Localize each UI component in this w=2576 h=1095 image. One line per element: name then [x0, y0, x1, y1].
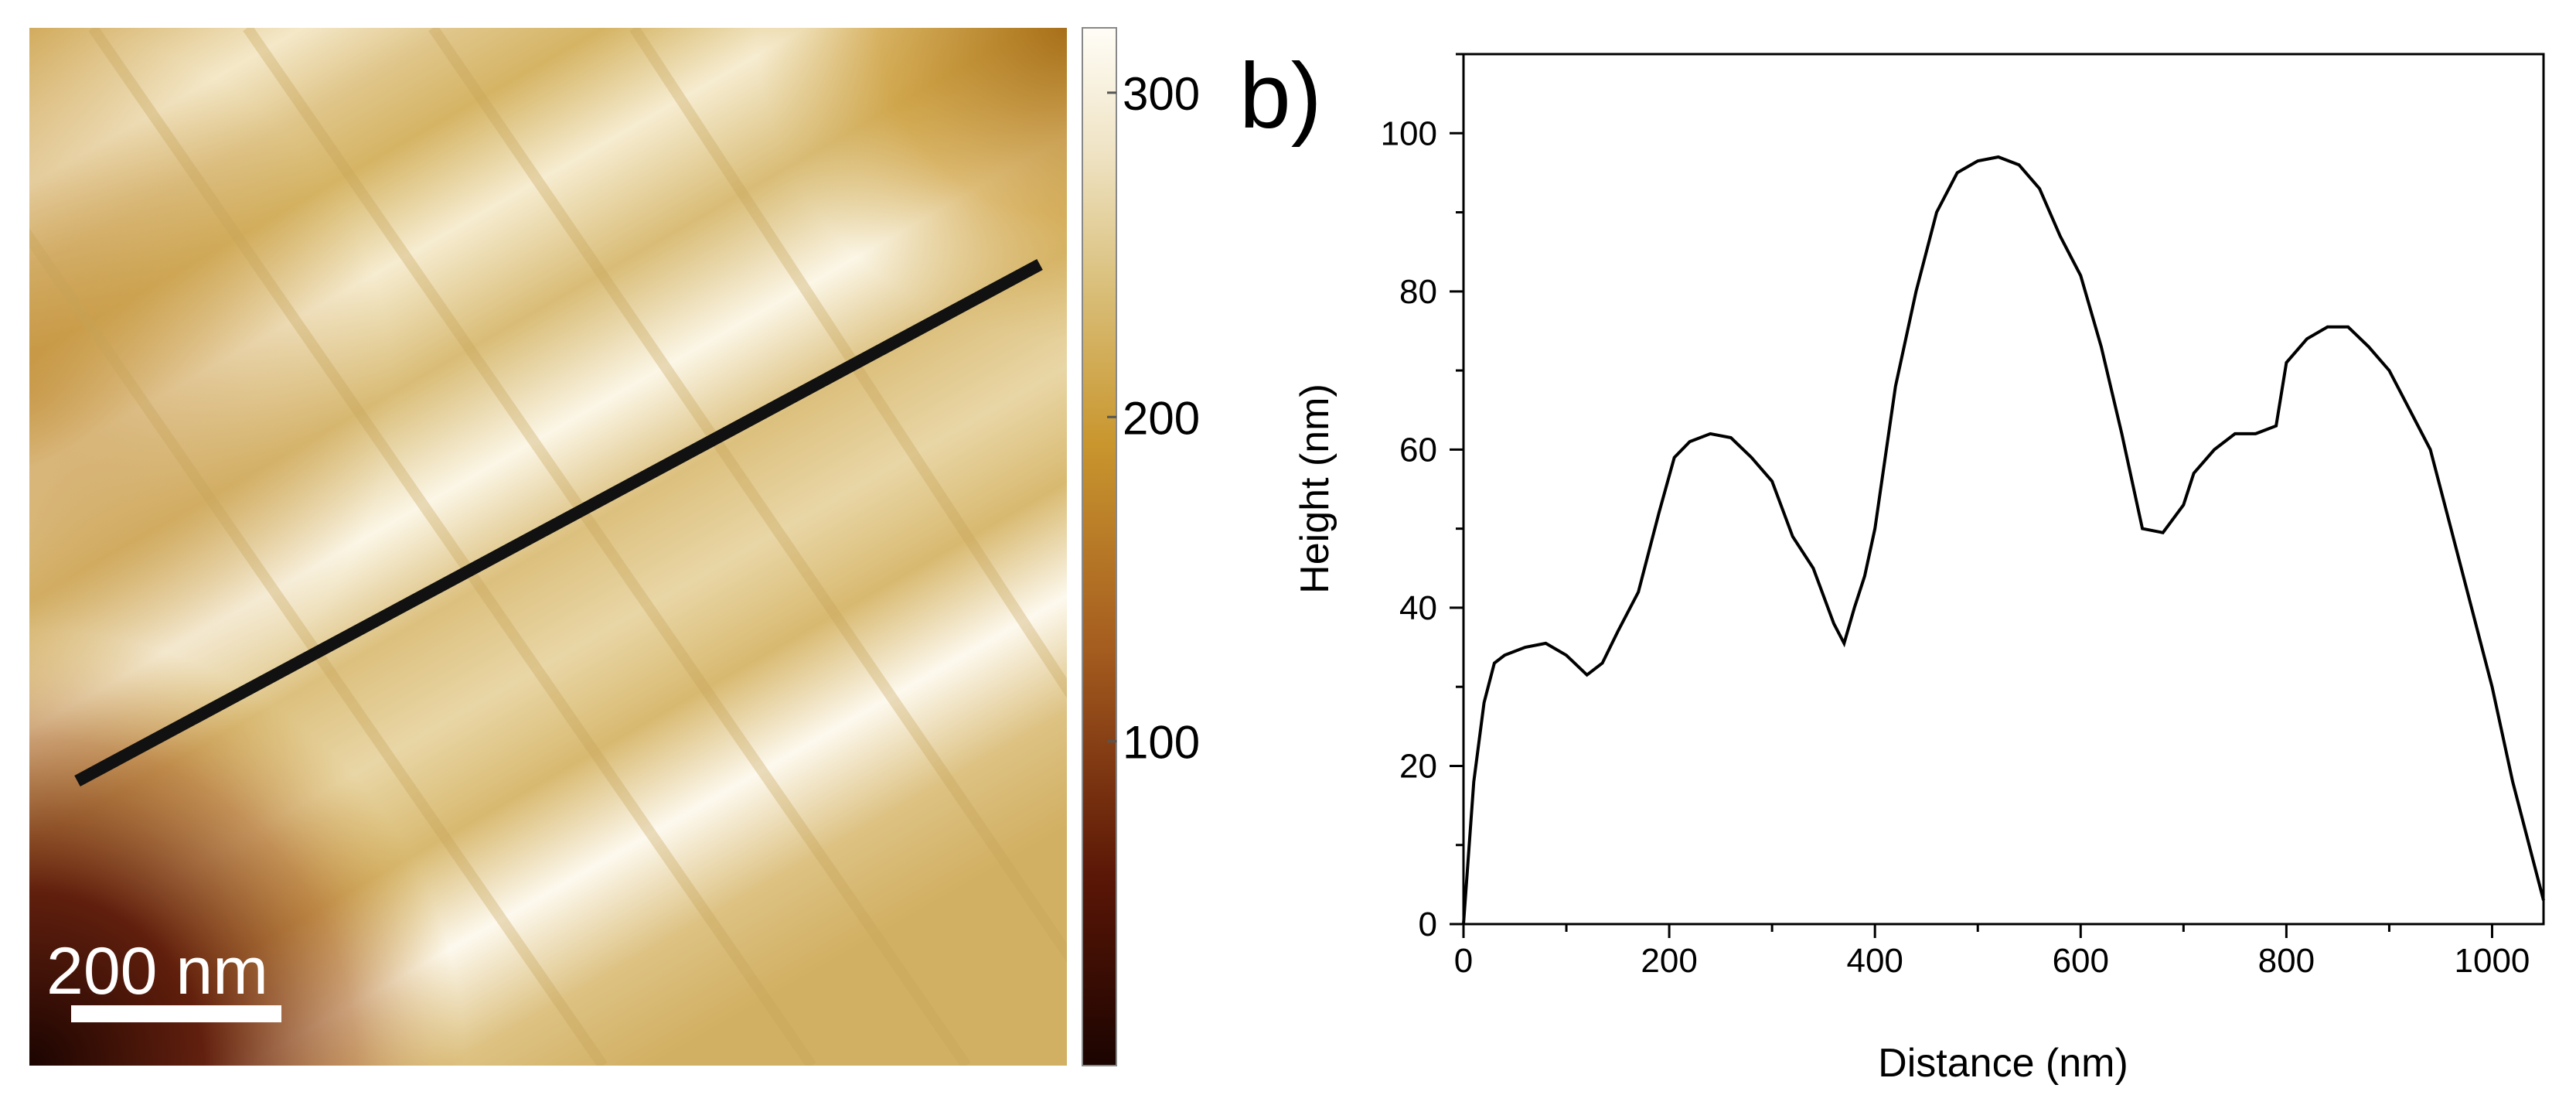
scalebar	[71, 1005, 281, 1022]
y-tick-label: 60	[1399, 431, 1437, 469]
y-axis-ticks: 0 20 40 60 80 100	[1381, 53, 1463, 943]
y-tick-label: 100	[1381, 114, 1437, 152]
panel-b-label: b)	[1239, 44, 1322, 148]
x-tick-label: 1000	[2455, 942, 2530, 980]
colorbar-tick-label: 200	[1123, 392, 1200, 444]
x-tick-label: 400	[1846, 942, 1903, 980]
colorbar-tick-label: 300	[1123, 68, 1200, 120]
afm-image	[29, 28, 1067, 1066]
profile-line	[74, 258, 1043, 787]
x-tick-label: 600	[2053, 942, 2109, 980]
y-axis-title: Height (nm)	[1293, 384, 1337, 594]
x-tick-label: 0	[1454, 942, 1473, 980]
x-tick-label: 200	[1641, 942, 1697, 980]
scalebar-label: 200 nm	[46, 934, 268, 1008]
x-axis-ticks: 0 200 400 600 800 1000	[1454, 924, 2530, 980]
height-profile-series	[1462, 155, 2545, 925]
y-tick-label: 80	[1399, 273, 1437, 311]
y-tick-label: 0	[1419, 906, 1437, 943]
x-tick-label: 800	[2258, 942, 2315, 980]
colorbar-tick-label: 100	[1123, 717, 1200, 769]
plot-frame	[1462, 53, 2545, 926]
colorbar-ticks: 300 200 100	[1107, 68, 1200, 769]
y-tick-label: 40	[1399, 589, 1437, 627]
y-tick-label: 20	[1399, 747, 1437, 785]
x-axis-title: Distance (nm)	[1878, 1041, 2128, 1086]
profile-chart: b) 0 200 400 600 800 1000 0 20 40 60 80 100 Distan…	[1239, 44, 2545, 1086]
colorbar	[1082, 27, 1117, 1066]
